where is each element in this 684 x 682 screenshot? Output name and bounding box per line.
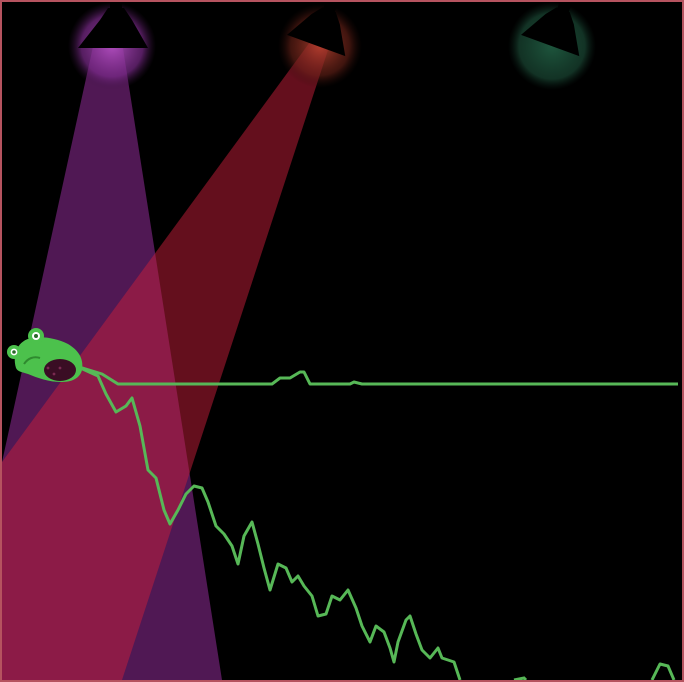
ground-line-right [513,676,528,680]
lamp-purple-icon[interactable] [78,2,148,48]
upper-tongue-line [75,364,678,386]
lamp-red-icon[interactable] [287,2,361,57]
red-light-beam [2,42,328,680]
lower-tongue-line [75,364,462,680]
ground-bump-right [650,662,676,680]
frog-icon[interactable] [7,328,83,382]
lamp-green-icon[interactable] [521,2,595,57]
